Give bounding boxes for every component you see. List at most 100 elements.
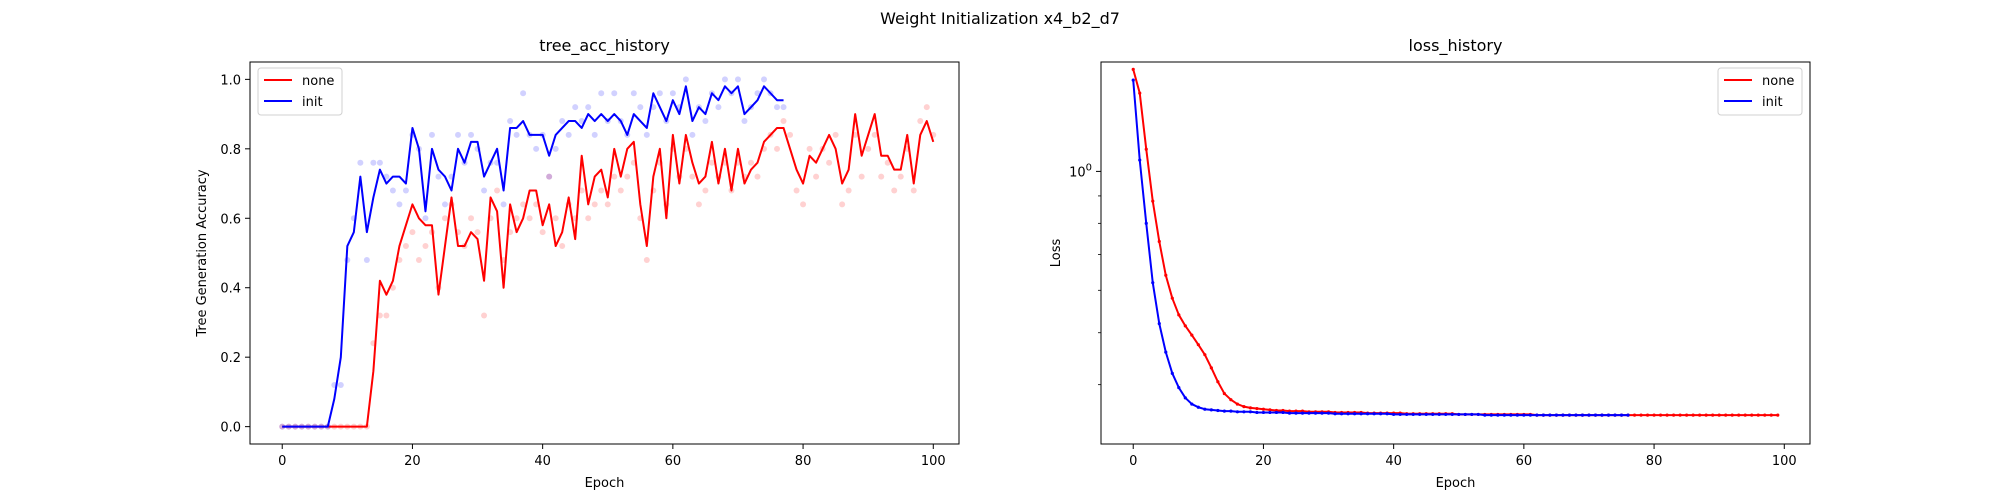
accuracy-init-raw-point	[363, 256, 370, 263]
loss-plot-area	[1131, 67, 1780, 417]
accuracy-init-raw-point	[389, 187, 396, 194]
loss-none-point	[1209, 366, 1213, 370]
loss-init-point	[1222, 409, 1226, 413]
loss-none-point	[1672, 413, 1676, 417]
loss-init-point	[1333, 412, 1337, 416]
accuracy-init-raw-point	[441, 201, 448, 208]
loss-none-point	[1222, 391, 1226, 396]
loss-init-point	[1411, 412, 1415, 417]
loss-init-point	[1209, 408, 1213, 412]
loss-none-point	[1216, 380, 1220, 384]
accuracy-init-raw-point	[682, 76, 689, 83]
loss-init-point	[1541, 413, 1545, 417]
loss-init-point	[1580, 413, 1585, 417]
accuracy-none-raw-point	[624, 173, 631, 180]
loss-init-point	[1509, 413, 1513, 417]
accuracy-axes-title: tree_acc_history	[539, 36, 670, 56]
accuracy-none-raw-point	[585, 215, 592, 222]
accuracy-none-raw-point	[897, 173, 904, 180]
loss-init-point	[1144, 221, 1148, 225]
loss-init-point	[1535, 413, 1539, 417]
loss-none-point	[1639, 413, 1643, 417]
accuracy-none-raw-point	[578, 187, 585, 194]
accuracy-xtick-label: 40	[534, 454, 551, 469]
accuracy-init-raw-point	[611, 90, 618, 97]
accuracy-init-raw-point	[598, 90, 605, 97]
loss-init-point	[1483, 413, 1487, 417]
accuracy-init-raw-point	[741, 118, 748, 125]
accuracy-ytick-label: 1.0	[220, 73, 241, 88]
accuracy-none-raw-point	[441, 215, 448, 222]
accuracy-none-line	[282, 113, 935, 428]
accuracy-none-raw-point	[611, 173, 618, 180]
loss-xtick-label: 20	[1255, 454, 1272, 469]
accuracy-ytick-label: 0.0	[220, 421, 241, 436]
accuracy-none-raw-point	[787, 131, 794, 138]
loss-xtick-label: 0	[1129, 454, 1137, 469]
accuracy-none-raw-point	[800, 201, 807, 208]
loss-init-point	[1528, 413, 1532, 417]
accuracy-init-raw-point	[396, 201, 403, 208]
accuracy-init-raw-point	[468, 131, 475, 138]
accuracy-none-raw-point	[591, 201, 598, 208]
accuracy-none-raw-point	[481, 312, 488, 319]
accuracy-none-raw-point	[695, 201, 702, 208]
accuracy-none-raw-point	[513, 215, 520, 222]
loss-init-point	[1248, 410, 1253, 414]
accuracy-init-raw-point	[500, 201, 507, 208]
accuracy-none-raw-point	[559, 243, 566, 250]
loss-init-point	[1574, 413, 1578, 417]
accuracy-none-raw-point	[878, 173, 885, 180]
accuracy-none-raw-point	[643, 256, 650, 263]
loss-none-point	[1261, 407, 1266, 411]
loss-none-point	[1235, 402, 1239, 406]
loss-none-point	[1756, 413, 1760, 417]
accuracy-ytick-label: 0.4	[220, 282, 241, 297]
loss-init-point	[1183, 396, 1187, 400]
loss-init-point	[1463, 412, 1467, 417]
loss-init-point	[1561, 413, 1565, 417]
loss-none-point	[1652, 413, 1656, 417]
loss-none-point	[1665, 413, 1669, 417]
accuracy-init-raw-point	[422, 215, 429, 222]
accuracy-none-raw-point	[839, 201, 846, 208]
loss-legend-none-label: none	[1762, 74, 1794, 89]
loss-init-point	[1216, 408, 1220, 413]
loss-init-point	[1502, 413, 1506, 417]
accuracy-xtick-label: 20	[404, 454, 421, 469]
accuracy-init-raw-point	[428, 131, 435, 138]
loss-init-point	[1431, 412, 1435, 417]
accuracy-legend-none-label: none	[302, 74, 334, 89]
loss-none-point	[1658, 413, 1663, 417]
loss-none-point	[1763, 413, 1767, 417]
accuracy-ticks: 0 20 40 60 80 100 0.0 0.2 0.4 0.6 0.8 1.0	[220, 73, 945, 469]
loss-axes-frame	[1100, 61, 1811, 445]
accuracy-init-raw-point	[546, 173, 553, 180]
loss-xtick-label: 40	[1385, 454, 1402, 469]
accuracy-init-raw-point	[761, 76, 768, 83]
accuracy-init-raw-point	[533, 145, 540, 152]
loss-init-point	[1235, 410, 1239, 414]
loss-xtick-label: 100	[1772, 454, 1797, 469]
loss-init-point	[1567, 413, 1572, 417]
accuracy-none-raw-point	[546, 173, 553, 180]
loss-init-point	[1424, 412, 1428, 417]
accuracy-none-raw-point	[552, 215, 559, 222]
loss-init-point	[1496, 413, 1500, 417]
loss-init-point	[1385, 412, 1389, 416]
accuracy-init-raw-point	[435, 173, 442, 180]
loss-init-point	[1294, 411, 1298, 415]
loss-none-point	[1769, 413, 1773, 417]
accuracy-init-raw-point	[370, 159, 377, 166]
loss-none-point	[1724, 413, 1728, 417]
loss-init-point	[1515, 413, 1519, 417]
accuracy-none-raw-point	[415, 256, 422, 263]
accuracy-none-raw-point	[402, 243, 409, 250]
accuracy-init-raw-point	[481, 187, 488, 194]
loss-init-point	[1307, 411, 1311, 415]
loss-none-point	[1255, 406, 1259, 411]
loss-init-point	[1548, 413, 1552, 417]
accuracy-init-raw-point	[552, 145, 559, 152]
